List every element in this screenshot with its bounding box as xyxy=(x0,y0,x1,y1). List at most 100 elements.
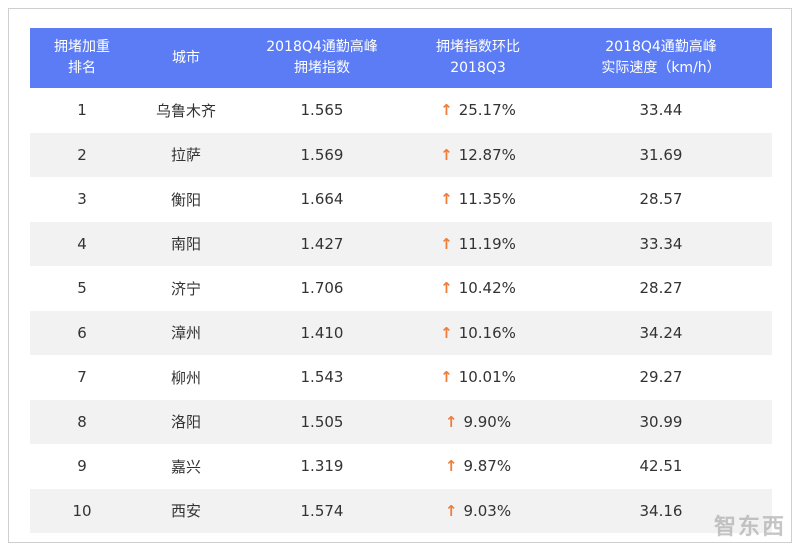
table-cell: ↑ 11.19% xyxy=(406,222,550,267)
table-cell: 嘉兴 xyxy=(134,444,238,489)
cell-text: 4 xyxy=(77,234,87,253)
up-arrow: ↑ xyxy=(440,323,453,342)
table-cell: 1.427 xyxy=(238,222,406,267)
table-cell: 30.99 xyxy=(550,400,772,445)
cell-text: 1.706 xyxy=(300,279,344,298)
cell-text: 28.27 xyxy=(639,279,683,298)
cell-text: 西安 xyxy=(170,502,201,521)
table-row xyxy=(30,444,772,489)
header-text: 2018Q3 xyxy=(450,60,506,76)
cell-text: 1.505 xyxy=(300,412,344,431)
cell-text: 1.574 xyxy=(300,501,344,520)
header-text: 2018Q4通勤高峰 xyxy=(266,39,378,55)
table-cell: 1.319 xyxy=(238,444,406,489)
cell-text: 30.99 xyxy=(639,412,683,431)
up-arrow: ↑ xyxy=(440,279,453,298)
cell-text: 34.16 xyxy=(639,501,683,520)
table-cell: 洛阳 xyxy=(134,400,238,445)
cell-text: 12.87% xyxy=(458,145,516,164)
cell-text: 1.427 xyxy=(300,234,344,253)
cell-text: 25.17% xyxy=(458,101,516,120)
table-cell: 南阳 xyxy=(134,222,238,267)
header-cell: 拥堵指数环比 2018Q3 xyxy=(406,28,550,88)
table-cell: 10 xyxy=(30,489,134,534)
cell-text: 3 xyxy=(77,190,87,209)
cell-text: 乌鲁木齐 xyxy=(155,101,216,120)
table-cell: 33.44 xyxy=(550,88,772,133)
table-cell: 1.569 xyxy=(238,133,406,178)
table-cell: 1.410 xyxy=(238,311,406,356)
cell-text: 嘉兴 xyxy=(170,457,201,476)
cell-text: 洛阳 xyxy=(170,413,201,432)
table-cell: 42.51 xyxy=(550,444,772,489)
header-text: 排名 xyxy=(68,60,96,76)
cell-text: 10 xyxy=(72,501,92,520)
table-cell: 2 xyxy=(30,133,134,178)
cell-text: 34.24 xyxy=(639,323,683,342)
header-row xyxy=(30,28,772,88)
table-cell: 1.574 xyxy=(238,489,406,534)
table-cell: 济宁 xyxy=(134,266,238,311)
header-cell: 2018Q4通勤高峰 实际速度（km/h） xyxy=(550,28,772,88)
cell-text: 9.90% xyxy=(463,412,512,431)
header-text: 拥堵指数环比 xyxy=(436,39,520,55)
table-row xyxy=(30,488,772,533)
table-cell: 4 xyxy=(30,222,134,267)
table-cell: 1 xyxy=(30,88,134,133)
table-cell: 31.69 xyxy=(550,133,772,178)
table-cell: 衡阳 xyxy=(134,177,238,222)
table-cell: 乌鲁木齐 xyxy=(134,88,238,133)
cell-text: 1.543 xyxy=(300,368,344,387)
cell-text: 济宁 xyxy=(170,279,201,298)
table-cell: 34.16 xyxy=(550,489,772,534)
table-cell: 28.57 xyxy=(550,177,772,222)
cell-text: 拉萨 xyxy=(170,146,201,165)
table-row xyxy=(30,399,772,444)
cell-text: 1 xyxy=(77,101,87,120)
table-cell: 1.706 xyxy=(238,266,406,311)
cell-text: 9 xyxy=(77,457,87,476)
cell-text: 7 xyxy=(77,368,87,387)
table-cell: ↑ 25.17% xyxy=(406,88,550,133)
cell-text: 1.565 xyxy=(300,101,344,120)
table-cell: 34.24 xyxy=(550,311,772,356)
table-cell: ↑ 10.42% xyxy=(406,266,550,311)
table-row xyxy=(30,266,772,311)
cell-text: 1.664 xyxy=(300,190,344,209)
table-row xyxy=(30,132,772,177)
header-cell: 2018Q4通勤高峰 拥堵指数 xyxy=(238,28,406,88)
up-arrow: ↑ xyxy=(444,457,458,476)
up-arrow: ↑ xyxy=(440,190,453,209)
cell-text: 柳州 xyxy=(170,368,201,387)
cell-text: 31.69 xyxy=(639,145,683,164)
header-text: 拥堵加重 xyxy=(54,39,110,55)
table-cell: 1.664 xyxy=(238,177,406,222)
header-text: 2018Q4通勤高峰 xyxy=(605,39,717,55)
table-cell: 拉萨 xyxy=(134,133,238,178)
cell-text: 28.57 xyxy=(639,190,683,209)
table-cell: 29.27 xyxy=(550,355,772,400)
up-arrow: ↑ xyxy=(440,101,453,120)
cell-text: 2 xyxy=(77,145,87,164)
cell-text: 6 xyxy=(77,323,87,342)
table-cell: 7 xyxy=(30,355,134,400)
table-cell: 柳州 xyxy=(134,355,238,400)
cell-text: 33.34 xyxy=(639,234,683,253)
watermark: 智东西 xyxy=(713,515,786,540)
table-cell: 漳州 xyxy=(134,311,238,356)
cell-text: 5 xyxy=(77,279,87,298)
table-cell: 28.27 xyxy=(550,266,772,311)
table-cell: ↑ 9.87% xyxy=(406,444,550,489)
table-cell: 1.543 xyxy=(238,355,406,400)
table-cell: 西安 xyxy=(134,489,238,534)
cell-text: 33.44 xyxy=(639,101,683,120)
table-cell: 6 xyxy=(30,311,134,356)
table-cell: ↑ 9.90% xyxy=(406,400,550,445)
table-frame xyxy=(8,8,792,543)
table-row xyxy=(30,310,772,355)
cell-text: 9.03% xyxy=(463,501,512,520)
up-arrow: ↑ xyxy=(444,412,458,431)
cell-text: 1.569 xyxy=(300,145,344,164)
header-text: 城市 xyxy=(172,49,200,66)
